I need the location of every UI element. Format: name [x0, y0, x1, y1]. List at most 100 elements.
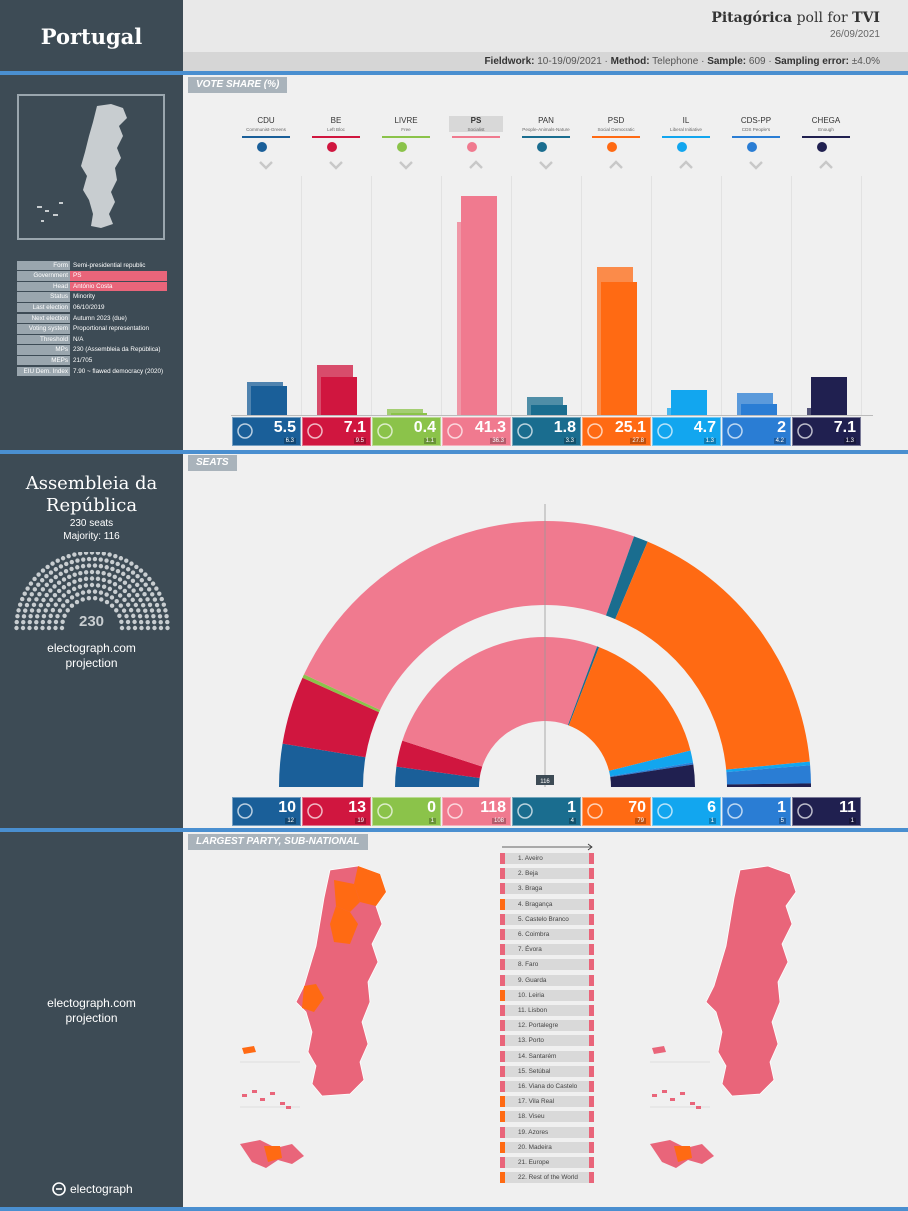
vote-value: 25.1: [614, 419, 646, 436]
party-underline: [592, 136, 640, 138]
region-azores: [696, 1106, 701, 1109]
seat-dot: [145, 625, 151, 631]
seat-dot: [57, 608, 63, 613]
region-swatch-first: [500, 1111, 505, 1123]
seat-dot: [44, 592, 49, 598]
party-description: CDS People's: [741, 127, 771, 132]
info-table: Form Semi-presidential republic Government…: [17, 260, 167, 377]
party-logo-icon: [797, 803, 813, 819]
party-name: PSD: [607, 116, 625, 125]
region-swatch-first: [500, 959, 505, 971]
region-swatch-second: [589, 868, 594, 880]
column-guide: [301, 176, 302, 415]
region-swatch-first: [500, 1005, 505, 1016]
arc-previous-cdu: [279, 743, 366, 787]
region-name: 2. Beja: [518, 870, 538, 878]
bar-current: [671, 390, 707, 415]
vote-label-box: 1.8 3.3: [512, 417, 581, 446]
seat-dot: [66, 553, 71, 559]
region-swatch-second: [589, 1141, 594, 1153]
seat-dot: [75, 565, 80, 570]
seat-dot: [132, 619, 137, 625]
trend-down-icon: [329, 161, 343, 170]
europarl-group-icon: [397, 142, 407, 152]
projection2-label: projection: [65, 1011, 118, 1025]
seat-previous-value: 4: [568, 818, 576, 824]
seat-dot: [112, 574, 117, 580]
seat-dot: [61, 577, 67, 582]
map-largest-party: [240, 865, 387, 1168]
seat-label-box: 70 79: [582, 797, 651, 826]
seat-dot: [34, 597, 39, 602]
seat-dot: [156, 608, 161, 613]
party-name: CDS-PP: [740, 116, 772, 125]
party-name: LIVRE: [394, 116, 418, 125]
seat-dot: [66, 589, 71, 595]
seat-dot: [154, 586, 159, 591]
seat-dot: [50, 561, 55, 566]
seat-dot: [61, 585, 67, 590]
seat-dot: [50, 607, 56, 613]
seat-dot: [74, 599, 80, 605]
party-description: Communist-Greens: [246, 127, 286, 132]
seat-dot: [126, 592, 132, 598]
party-name: PS: [470, 116, 482, 125]
region-vila-real: [334, 880, 360, 912]
region-name: 20. Madeira: [518, 1143, 552, 1151]
info-key: MPs: [17, 345, 70, 355]
seat-dot: [89, 582, 95, 588]
seat-dot: [49, 597, 54, 603]
seat-dot: [23, 608, 28, 613]
largest-party-header: LARGEST PARTY, SUB-NATIONAL: [188, 834, 368, 850]
info-row: Threshold N/A: [17, 334, 167, 345]
vote-previous-value: 27.8: [630, 438, 646, 444]
seat-dot: [107, 552, 112, 557]
seat-dot: [36, 582, 41, 587]
seat-dot: [72, 579, 77, 584]
region-swatch-first: [500, 1172, 505, 1184]
seat-previous-value: 108: [491, 818, 506, 824]
arc-projection-be: [396, 740, 483, 779]
vote-label-box: 5.5 6.3: [232, 417, 301, 446]
party-underline: [242, 136, 290, 138]
vote-previous-value: 1.3: [843, 438, 856, 444]
info-key: Status: [17, 292, 70, 302]
region-row: 13. Porto: [500, 1035, 594, 1047]
trend-up-icon: [819, 160, 833, 169]
seat-dot: [101, 577, 107, 583]
region-azores: [280, 1102, 285, 1105]
seat-dot: [21, 614, 27, 619]
seat-dot: [138, 597, 143, 603]
seat-dot: [157, 591, 162, 596]
seat-dot: [125, 602, 131, 607]
region-row: 16. Viana do Castelo: [500, 1081, 594, 1092]
region-row: 15. Setúbal: [500, 1065, 594, 1077]
vote-value: 2: [777, 419, 786, 436]
party-logo-icon: [377, 423, 393, 439]
europarl-group-icon: [467, 142, 477, 152]
seat-dot: [139, 625, 144, 631]
region-row: 6. Coimbra: [500, 929, 594, 940]
info-row: Last election 06/10/2019: [17, 302, 167, 313]
seat-dot: [67, 574, 72, 580]
seat-dot: [20, 625, 26, 631]
seat-dot: [145, 597, 150, 602]
region-swatch-second: [589, 1065, 594, 1077]
info-value: N/A: [73, 335, 84, 343]
seat-dot: [25, 586, 30, 591]
seat-dot: [147, 576, 152, 582]
seat-dot: [47, 619, 52, 625]
seat-dot: [135, 592, 140, 598]
seat-dot: [128, 607, 134, 613]
poll-for-text: poll for: [796, 10, 848, 26]
seat-dot: [107, 586, 113, 592]
info-row: Next election Autumn 2023 (due): [17, 313, 167, 324]
error-value: ±4.0%: [851, 56, 880, 67]
europarl-group-icon: [607, 142, 617, 152]
seat-dot: [36, 572, 41, 577]
region-swatch-second: [589, 929, 594, 940]
seat-dot: [143, 582, 148, 587]
party-logo-icon: [447, 803, 463, 819]
fieldwork-dates: 10-19/09/2021: [537, 56, 602, 67]
region-azores: [662, 1090, 667, 1093]
